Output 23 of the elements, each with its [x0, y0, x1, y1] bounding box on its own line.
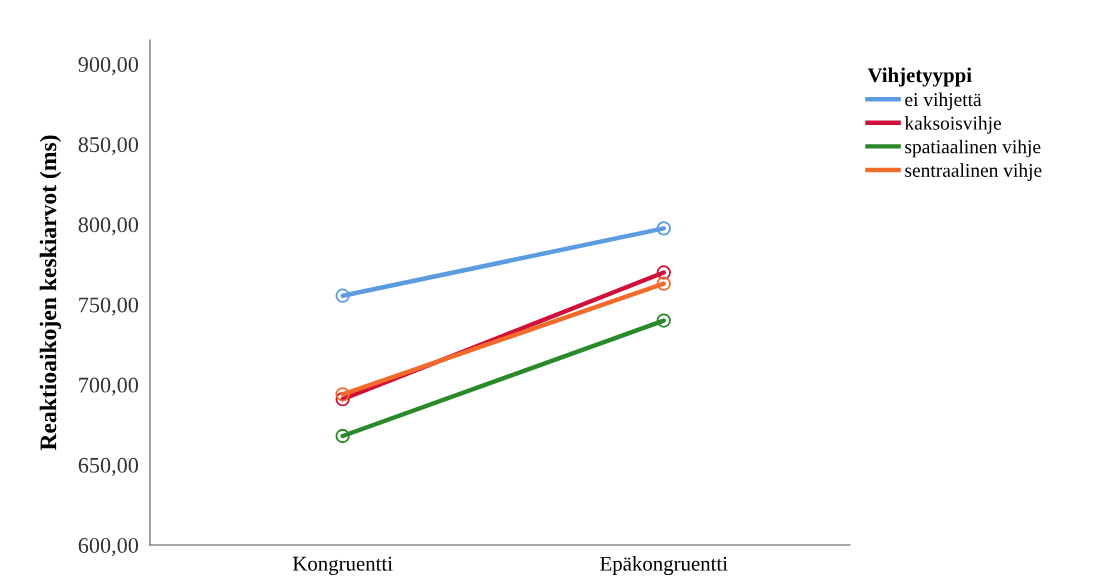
legend-label: sentraalinen vihje — [905, 163, 1042, 181]
point — [335, 288, 350, 303]
point — [335, 428, 350, 444]
point — [656, 265, 671, 280]
x-tick-label: Kongruentti — [292, 556, 393, 575]
x-tick-label: Epäkongruentti — [600, 556, 728, 576]
point — [656, 221, 671, 236]
legend-title: Vihjetyyppi — [867, 67, 972, 87]
legend-label: kaksoisvihje — [904, 116, 1001, 134]
y-tick-label: 850,00 — [78, 137, 139, 156]
legend-label: spatiaalinen vihje — [905, 139, 1041, 158]
y-tick-label: 700,00 — [79, 377, 139, 396]
legend-label: ei vihjettä — [905, 92, 982, 111]
y-tick-label: 650,00 — [78, 457, 139, 476]
point — [335, 391, 350, 407]
y-tick-label: 600,00 — [78, 537, 139, 557]
point — [335, 387, 350, 402]
y-tick-label: 800,00 — [78, 217, 139, 236]
y-tick-label: 750,00 — [79, 297, 139, 316]
point — [656, 276, 671, 291]
y-tick-label: 900,00 — [78, 56, 139, 76]
y-axis-title: Reaktioaikojen keskiarvot (ms) — [39, 135, 62, 451]
point — [656, 313, 671, 328]
